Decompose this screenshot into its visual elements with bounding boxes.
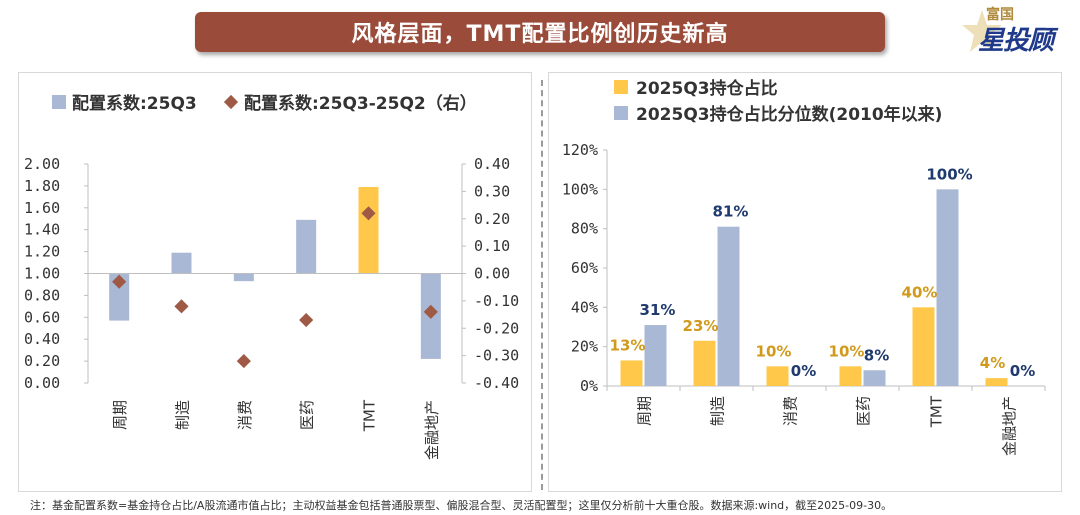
legend-label-holding: 2025Q3持仓占比	[636, 78, 778, 99]
diamond-point	[174, 299, 189, 314]
right-chart-y-tick-label: 40%	[571, 298, 598, 316]
allocation-coefficient-chart: 配置系数:25Q3 配置系数:25Q3-25Q2（右） 2.00 1.80 1.60 1.…	[24, 93, 519, 460]
logo-top-text: 富国	[986, 7, 1014, 23]
star-icon	[962, 10, 1002, 52]
right-chart-y-tick-label: 80%	[571, 220, 598, 238]
diamond-point	[299, 312, 314, 328]
left-chart-panel	[18, 72, 532, 492]
holding-data-label: 4%	[980, 354, 1005, 372]
legend-label-bar: 配置系数:25Q3	[72, 93, 197, 114]
left-y-tick-label: 1.20	[24, 243, 60, 261]
right-category-label: 周期	[636, 396, 654, 426]
brand-logo: 富国 星投顾	[960, 4, 1070, 58]
holding-bar	[912, 307, 935, 386]
left-bar	[233, 273, 254, 282]
percentile-bar	[863, 370, 886, 386]
right-y-tick-label: 0.10	[474, 237, 510, 255]
percentile-bar	[644, 325, 667, 386]
right-y-tick-label: 0.20	[474, 210, 510, 228]
right-chart-y-tick-label: 120%	[562, 141, 598, 159]
panel-divider	[541, 80, 543, 490]
holding-bar	[620, 360, 643, 386]
left-bar	[296, 219, 317, 274]
diamond-point	[236, 354, 251, 369]
page-title: 风格层面，TMT配置比例创历史新高	[195, 12, 885, 52]
percentile-bar	[936, 189, 959, 386]
right-chart-y-tick-label: 0%	[580, 377, 598, 395]
diamond-point	[423, 304, 438, 319]
left-y-tick-label: 1.60	[24, 199, 60, 217]
holding-bar	[839, 366, 862, 386]
percentile-data-label: 31%	[640, 301, 676, 319]
right-y-tick-label: 0.40	[474, 155, 510, 173]
holding-bar	[985, 378, 1008, 386]
left-y-tick-label: 0.00	[24, 374, 60, 392]
left-category-label: 医药	[298, 400, 316, 430]
left-bar	[171, 252, 192, 274]
legend-label-diamond: 配置系数:25Q3-25Q2（右）	[244, 93, 477, 114]
right-y-tick-label: -0.10	[474, 292, 519, 310]
percentile-data-label: 0%	[1010, 362, 1035, 380]
diamond-point	[112, 274, 127, 289]
holding-bar	[693, 340, 716, 386]
left-y-tick-label: 1.00	[24, 265, 60, 283]
right-y-tick-label: -0.20	[474, 319, 519, 337]
percentile-data-label: 100%	[926, 165, 972, 183]
left-y-tick-label: 0.20	[24, 352, 60, 370]
right-y-tick-label: -0.40	[474, 374, 519, 392]
right-category-label: TMT	[928, 395, 946, 428]
left-y-tick-label: 2.00	[24, 155, 60, 173]
right-chart-y-tick-label: 60%	[571, 259, 598, 277]
left-y-tick-label: 0.80	[24, 286, 60, 304]
left-category-label: 制造	[174, 400, 192, 430]
holding-bar	[766, 366, 789, 386]
right-y-tick-label: 0.00	[474, 265, 510, 283]
right-chart-panel	[548, 72, 1062, 492]
right-category-label: 金融地产	[1001, 396, 1019, 456]
holding-ratio-chart: 2025Q3持仓占比 2025Q3持仓占比分位数(2010年以来) 120% 100%…	[562, 78, 1046, 456]
holding-data-label: 23%	[683, 317, 719, 335]
right-chart-y-tick-label: 100%	[562, 180, 598, 198]
legend-swatch-holding	[614, 80, 628, 94]
left-y-tick-label: 1.80	[24, 177, 60, 195]
left-y-tick-label: 1.40	[24, 221, 60, 239]
right-y-tick-label: -0.30	[474, 347, 519, 365]
right-category-label: 消费	[782, 396, 800, 426]
right-y-tick-label: 0.30	[474, 182, 510, 200]
logo-main-text: 星投顾	[978, 26, 1054, 56]
right-chart-y-tick-label: 20%	[571, 338, 598, 356]
percentile-data-label: 8%	[864, 346, 889, 364]
percentile-data-label: 81%	[713, 203, 749, 221]
left-category-label: 消费	[236, 400, 254, 430]
holding-data-label: 13%	[610, 336, 646, 354]
percentile-bar	[717, 226, 740, 386]
holding-data-label: 10%	[756, 342, 792, 360]
left-y-tick-label: 0.60	[24, 308, 60, 326]
legend-swatch-percentile	[614, 106, 628, 120]
holding-data-label: 10%	[829, 342, 865, 360]
left-category-label: 金融地产	[423, 400, 441, 460]
percentile-data-label: 0%	[791, 362, 816, 380]
holding-data-label: 40%	[902, 283, 938, 301]
legend-label-percentile: 2025Q3持仓占比分位数(2010年以来)	[636, 104, 942, 125]
right-category-label: 制造	[709, 396, 727, 426]
left-bar	[109, 273, 130, 321]
left-category-label: 周期	[111, 400, 129, 430]
right-category-label: 医药	[855, 396, 873, 426]
left-y-tick-label: 0.40	[24, 330, 60, 348]
left-bar	[358, 186, 379, 274]
footnote: 注：基金配置系数=基金持仓占比/A股流通市值占比；主动权益基金包括普通股票型、偏…	[30, 499, 893, 512]
legend-swatch-bar	[52, 95, 66, 109]
left-category-label: TMT	[361, 399, 379, 432]
diamond-point	[361, 206, 376, 221]
